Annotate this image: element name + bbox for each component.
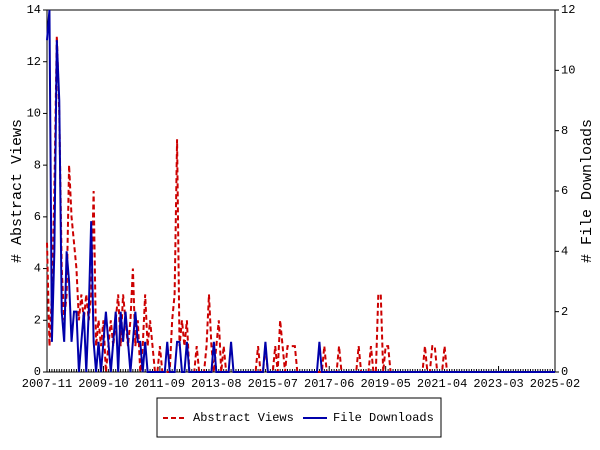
y-tick-label: 2 [34,313,41,327]
y2-tick-label: 8 [561,124,568,138]
x-tick-label: 2011-09 [135,377,185,391]
y-tick-label: 4 [34,262,41,276]
x-tick-label: 2025-02 [530,377,580,391]
y-tick-label: 8 [34,158,41,172]
y-axis-title: # Abstract Views [9,119,26,263]
x-tick-label: 2007-11 [22,377,72,391]
y2-tick-label: 10 [561,64,575,78]
y2-axis-title: # File Downloads [579,119,596,263]
x-tick-label: 2017-06 [304,377,354,391]
y2-tick-label: 2 [561,305,568,319]
plot-frame [46,9,556,373]
x-tick-label: 2021-04 [417,377,467,391]
series-line [46,35,555,373]
y-tick-label: 12 [27,55,41,69]
x-tick-label: 2023-03 [473,377,523,391]
x-tick-label: 2015-07 [248,377,298,391]
y-tick-label: 10 [27,107,41,121]
x-tick-label: 2009-10 [78,377,128,391]
y2-tick-label: 4 [561,245,568,259]
x-tick-label: 2013-08 [191,377,241,391]
y-tick-label: 6 [34,210,41,224]
legend-box [156,397,442,438]
y-tick-label: 14 [27,3,41,17]
y2-tick-label: 12 [561,3,575,17]
series-line [46,9,555,373]
legend-label: Abstract Views [193,411,294,425]
x-tick-label: 2019-05 [360,377,410,391]
legend-label: File Downloads [333,411,434,425]
y2-tick-label: 6 [561,184,568,198]
y-tick-label: 0 [34,365,41,379]
y2-tick-label: 0 [561,365,568,379]
